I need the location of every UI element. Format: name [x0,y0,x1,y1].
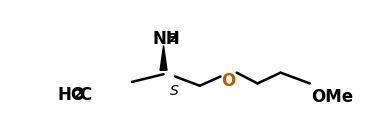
Text: C: C [79,86,91,104]
Text: 2: 2 [74,88,83,101]
Text: 2: 2 [169,32,178,45]
Text: NH: NH [152,30,180,48]
Text: OMe: OMe [312,88,354,106]
Text: S: S [170,84,179,98]
Text: O: O [221,72,235,90]
Text: HO: HO [57,86,86,104]
Polygon shape [160,46,167,70]
